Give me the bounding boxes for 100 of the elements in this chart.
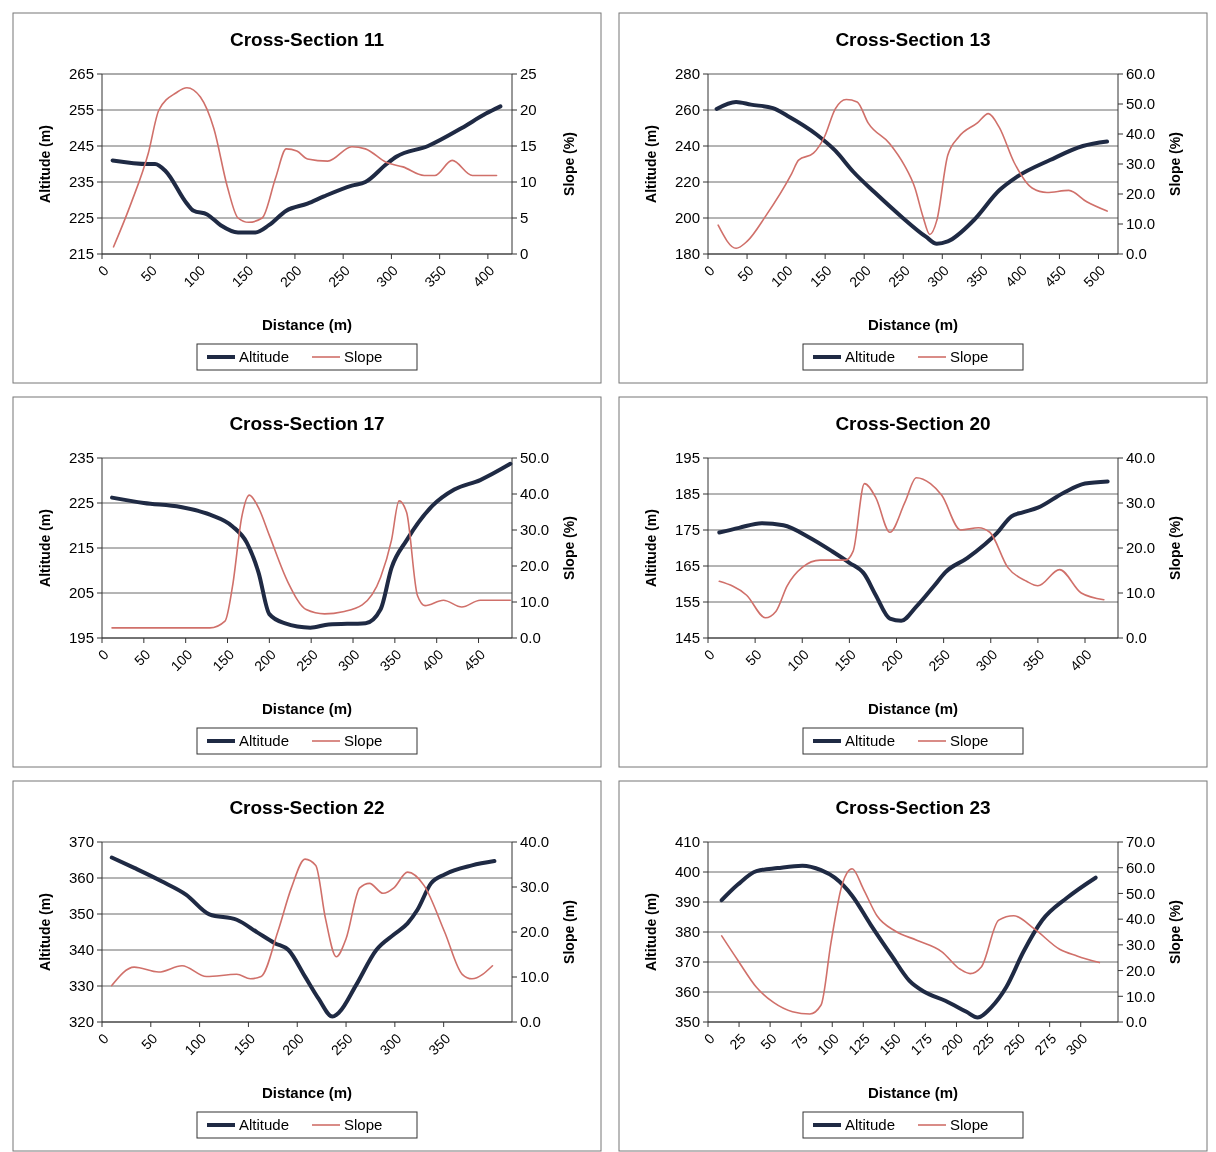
x-tick-label: 0 (700, 262, 718, 280)
y-tick-label: 215 (68, 245, 94, 263)
y2-tick-label: 10.0 (1126, 987, 1156, 1005)
x-axis-title: Distance (m) (867, 1084, 959, 1101)
y2-tick-label: 20.0 (520, 557, 550, 575)
x-tick-label: 300 (1062, 1030, 1091, 1059)
line-series (110, 858, 494, 987)
legend-label: Slope (344, 1116, 383, 1134)
y-tick-label: 400 (674, 863, 700, 881)
y2-tick-label: 20.0 (1126, 961, 1156, 979)
legend-label: Slope (344, 348, 383, 366)
y-axis-title: Altitude (m) (37, 509, 53, 587)
legend-label: Altitude (845, 732, 896, 750)
y-tick-label: 245 (68, 137, 94, 155)
y2-tick-label: 10.0 (1126, 215, 1156, 233)
x-tick-label: 150 (876, 1030, 905, 1059)
y2-tick-label: 20.0 (1126, 539, 1156, 557)
y2-tick-label: 20 (520, 101, 537, 119)
y-tick-label: 360 (68, 869, 94, 887)
legend-label: Slope (950, 348, 989, 366)
y-tick-label: 235 (68, 449, 94, 467)
y-tick-label: 195 (68, 629, 94, 647)
x-tick-label: 250 (925, 646, 954, 675)
x-tick-label: 300 (924, 262, 953, 291)
x-tick-label: 150 (230, 1030, 259, 1059)
x-tick-label: 0 (94, 262, 112, 280)
y-tick-label: 215 (68, 539, 94, 557)
legend-label: Altitude (239, 1116, 290, 1134)
y-tick-label: 255 (68, 101, 94, 119)
y-axis-title: Altitude (m) (643, 893, 659, 971)
y-axis-title: Altitude (m) (643, 509, 659, 587)
x-tick-label: 100 (767, 262, 796, 291)
x-tick-label: 0 (94, 646, 112, 664)
y-tick-label: 195 (674, 449, 700, 467)
x-tick-label: 50 (734, 262, 757, 285)
x-tick-label: 50 (137, 262, 160, 285)
x-tick-label: 200 (278, 1030, 307, 1059)
x-axis-title: Distance (m) (261, 1084, 353, 1101)
y2-tick-label: 0.0 (1126, 629, 1147, 647)
y2-tick-label: 50.0 (520, 449, 550, 467)
y-tick-label: 180 (674, 245, 700, 263)
x-tick-label: 200 (938, 1030, 967, 1059)
y2-tick-label: 0 (520, 245, 529, 263)
y-tick-label: 155 (674, 593, 700, 611)
legend-label: Slope (950, 1116, 989, 1134)
y2-tick-label: 10 (520, 173, 537, 191)
y2-tick-label: 20.0 (1126, 185, 1156, 203)
y-tick-label: 225 (68, 494, 94, 512)
x-tick-label: 350 (425, 1030, 454, 1059)
x-tick-label: 75 (788, 1030, 811, 1053)
x-axis-title: Distance (m) (261, 700, 353, 717)
x-tick-label: 350 (421, 262, 450, 291)
x-tick-label: 200 (251, 646, 280, 675)
x-tick-label: 100 (814, 1030, 842, 1059)
x-tick-label: 50 (742, 646, 765, 669)
x-tick-label: 250 (884, 262, 913, 291)
x-tick-label: 300 (376, 1030, 405, 1059)
x-tick-label: 50 (138, 1030, 161, 1053)
x-tick-label: 0 (700, 646, 718, 664)
chart-title: Cross-Section 23 (835, 797, 991, 818)
y2-axis-title: Slope (%) (561, 132, 577, 196)
y-axis-title: Altitude (m) (37, 125, 53, 203)
y2-axis-title: Slope (%) (1167, 900, 1183, 964)
x-tick-label: 350 (1019, 646, 1048, 675)
x-axis-title: Distance (m) (261, 316, 353, 333)
x-axis-title: Distance (m) (867, 316, 959, 333)
y-tick-label: 205 (68, 584, 94, 602)
y-axis-title: Altitude (m) (37, 893, 53, 971)
y2-tick-label: 60.0 (1126, 65, 1156, 83)
y-tick-label: 260 (674, 101, 700, 119)
chart-title: Cross-Section 11 (229, 29, 385, 50)
legend-label: Altitude (845, 1116, 896, 1134)
y2-tick-label: 70.0 (1126, 833, 1156, 851)
x-tick-label: 400 (418, 646, 447, 675)
y2-tick-label: 30.0 (1126, 494, 1156, 512)
x-tick-label: 0 (94, 1030, 112, 1048)
legend-label: Altitude (239, 732, 290, 750)
y-tick-label: 265 (68, 65, 94, 83)
x-tick-label: 200 (276, 262, 305, 291)
x-tick-label: 300 (373, 262, 402, 291)
y-tick-label: 370 (674, 953, 700, 971)
x-tick-label: 400 (469, 262, 498, 291)
line-series (111, 494, 512, 629)
x-tick-label: 500 (1080, 262, 1109, 291)
x-tick-label: 250 (292, 646, 321, 675)
y2-tick-label: 40.0 (1126, 449, 1156, 467)
x-tick-label: 25 (726, 1030, 749, 1053)
y-tick-label: 165 (674, 557, 700, 575)
line-series (110, 461, 513, 630)
line-series (112, 86, 498, 248)
y2-tick-label: 0.0 (520, 629, 541, 647)
x-tick-label: 350 (963, 262, 992, 291)
x-tick-label: 150 (831, 646, 860, 675)
chart-title: Cross-Section 17 (229, 413, 385, 434)
y2-tick-label: 30.0 (520, 878, 550, 896)
legend-label: Altitude (239, 348, 290, 366)
y2-tick-label: 10.0 (520, 593, 550, 611)
y2-axis-title: Slope (%) (1167, 132, 1183, 196)
x-tick-label: 450 (460, 646, 489, 675)
y2-tick-label: 0.0 (1126, 1013, 1147, 1031)
